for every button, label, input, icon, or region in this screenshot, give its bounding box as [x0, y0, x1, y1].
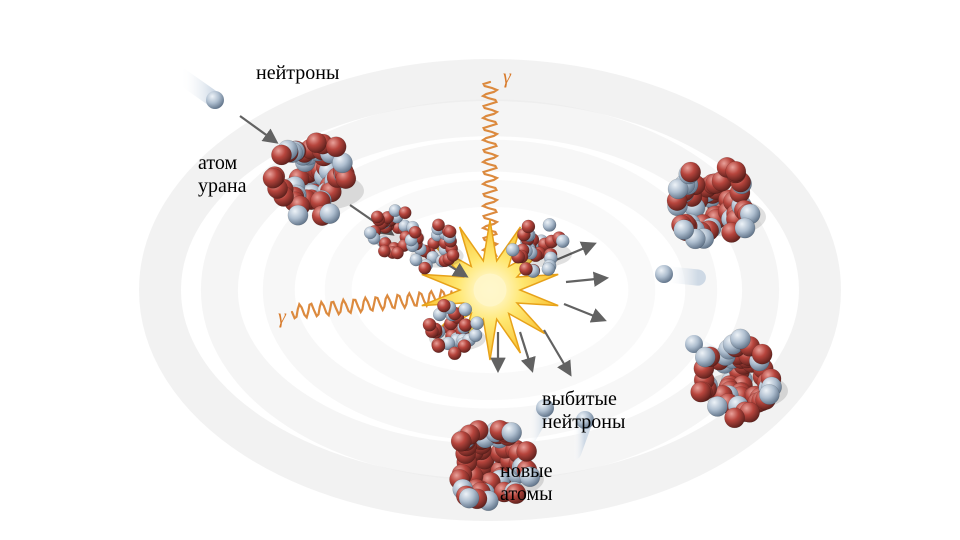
fission-diagram: нейтроны атом урана выбитые нейтроны нов… [0, 0, 960, 540]
scene-svg [0, 0, 960, 540]
label-ejected-neutrons: выбитые нейтроны [542, 388, 625, 434]
label-uranium-atom: атом урана [198, 152, 246, 198]
gamma-label-top: γ [503, 66, 511, 89]
gamma-label-left: γ [278, 306, 286, 329]
label-new-atoms: новые атомы [500, 460, 553, 506]
label-neutrons: нейтроны [256, 62, 339, 85]
